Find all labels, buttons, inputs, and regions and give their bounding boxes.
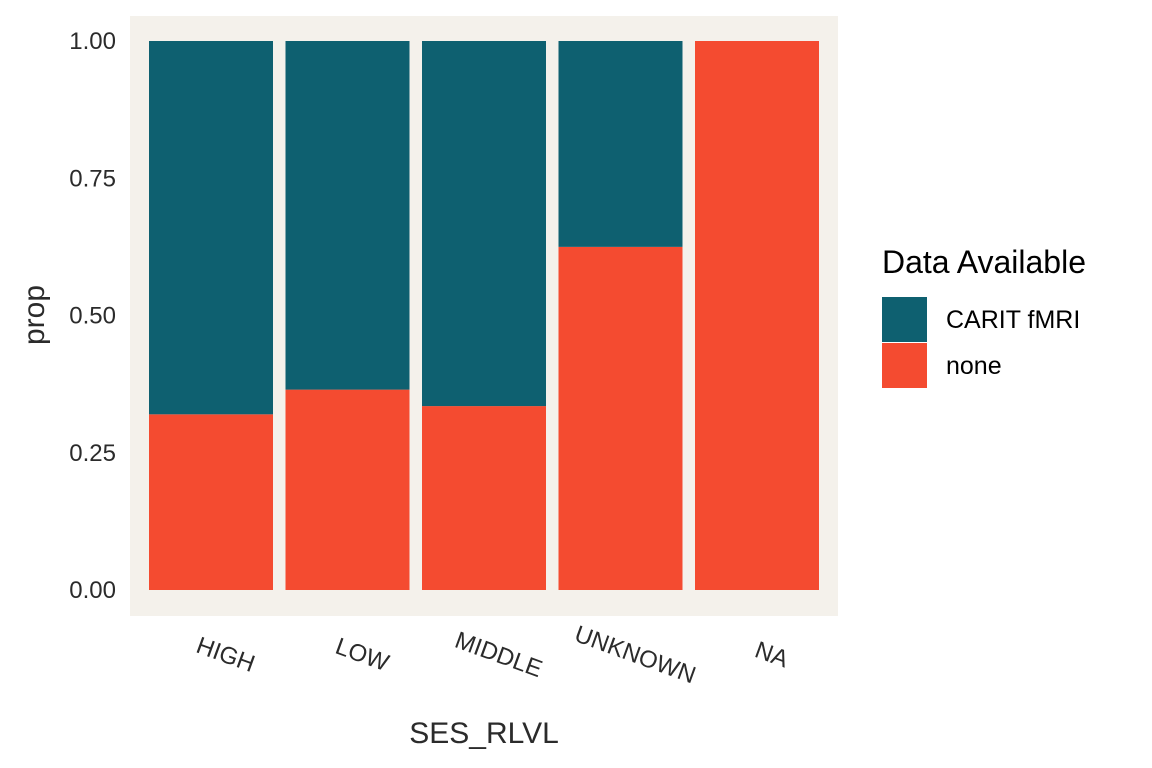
bars-group [149,41,819,590]
legend: Data Available CARIT fMRI none [882,244,1086,388]
x-tick-label: HIGH [193,632,259,678]
y-tick-label: 0.50 [69,303,116,330]
legend-label: CARIT fMRI [946,306,1080,334]
bar-middle-none [422,406,546,590]
legend-entries: CARIT fMRI none [882,297,1080,388]
y-tick-label: 1.00 [69,28,116,55]
bar-low-none [285,389,410,590]
bar-high-none [149,414,273,590]
y-tick-label: 0.25 [69,440,116,467]
bar-unknown-none [558,246,683,590]
bar-na-none [695,41,819,590]
y-axis-title: prop [18,285,51,345]
x-tick-label: NA [751,637,792,674]
legend-key-carit-fmri [882,297,927,342]
legend-label: none [946,352,1002,380]
y-tick-label: 0.75 [69,165,116,192]
bar-middle-carit-fmri [422,41,546,407]
bar-high-carit-fmri [149,41,273,415]
legend-key-none [882,343,927,388]
bar-low-carit-fmri [285,41,410,390]
x-tick-label: MIDDLE [451,627,545,683]
x-tick-label: LOW [332,633,393,677]
x-axis-title: SES_RLVL [409,717,559,750]
y-axis: 0.00 0.25 0.50 0.75 1.00 [69,28,116,604]
bar-unknown-carit-fmri [558,41,683,247]
x-axis: HIGH LOW MIDDLE UNKNOWN NA [193,621,792,690]
y-tick-label: 0.00 [69,577,116,604]
legend-title: Data Available [882,244,1086,280]
x-tick-label: UNKNOWN [571,621,699,690]
